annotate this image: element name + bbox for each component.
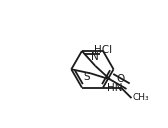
- Text: CH₃: CH₃: [133, 93, 149, 102]
- Text: HCl: HCl: [94, 45, 112, 55]
- Text: N: N: [91, 52, 99, 62]
- Text: S: S: [83, 72, 90, 82]
- Text: O: O: [117, 74, 125, 84]
- Text: HN: HN: [107, 83, 123, 93]
